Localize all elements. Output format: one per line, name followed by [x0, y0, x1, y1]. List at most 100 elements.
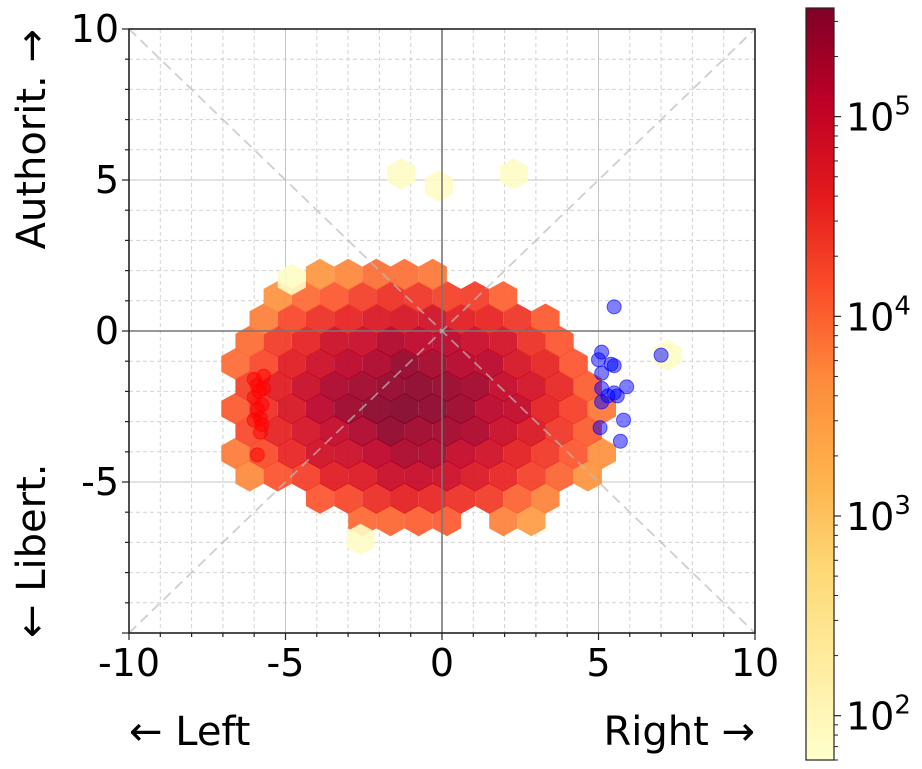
hexbin-cell — [291, 325, 320, 358]
hexbin-cell — [362, 258, 391, 291]
hexbin-cell — [263, 325, 292, 358]
hexbin-cell — [517, 325, 546, 358]
hexbin-cell — [475, 482, 504, 514]
hexbin-cell — [348, 325, 377, 358]
hexbin-cell — [305, 437, 335, 470]
red-point — [254, 397, 270, 413]
hexbin-cell — [517, 504, 546, 537]
hexbin-cell — [559, 437, 588, 470]
colorbar-ticks: 102 103 104 105 — [834, 20, 911, 761]
colorbar-tick-label: 102 — [846, 691, 911, 739]
diagonal-line-descending — [128, 28, 756, 634]
hexbin-cell — [503, 437, 532, 470]
hexbin-cell — [249, 303, 278, 335]
hexbin-cell — [432, 460, 461, 492]
hexbin-cell — [221, 393, 250, 425]
red-point — [256, 380, 272, 396]
hexbin-cell — [277, 348, 306, 380]
x-tick-label: -5 — [267, 641, 305, 685]
blue-point — [616, 412, 632, 428]
hexbin-cell — [404, 370, 433, 402]
hexbin-cell — [362, 437, 391, 470]
hexbin-cell — [503, 303, 532, 335]
hexbin-cell — [320, 415, 349, 447]
y-tick-label: 5 — [95, 158, 119, 202]
hexbin-cell — [418, 482, 447, 514]
hexbin-cell — [432, 370, 461, 402]
hexbin-cell — [489, 325, 518, 358]
hexbin-cell — [573, 370, 602, 402]
hexbin-cell — [221, 348, 250, 380]
blue-point — [592, 420, 608, 436]
red-point — [249, 447, 265, 463]
hexbin-cell — [320, 281, 349, 313]
hexbin-cell — [489, 504, 518, 537]
hexbin-cell — [348, 281, 377, 313]
hexbin-cell — [418, 348, 447, 380]
blue-point — [594, 365, 610, 381]
hexbin-cell — [559, 393, 588, 425]
hexbin-cell — [499, 158, 529, 190]
hexbin-cell — [461, 370, 490, 402]
hexbin-cell — [249, 348, 278, 380]
x-axis-label-right: Right → — [603, 709, 755, 755]
hexbin-cell — [277, 303, 306, 335]
hexbin-cell — [334, 303, 363, 335]
y-tick-label: -5 — [81, 460, 119, 504]
hexbin-cell — [517, 370, 546, 402]
x-tick-label: 0 — [430, 641, 454, 685]
hexbin-cell — [390, 303, 419, 335]
hexbin-cell — [334, 348, 363, 380]
hexbin-cell — [376, 460, 405, 492]
hexbin-cell — [334, 393, 363, 425]
hexbin-cell — [376, 415, 405, 447]
colorbar-tick-label: 104 — [846, 291, 911, 339]
hexbin-cell — [475, 348, 504, 380]
hexbin-cell — [305, 303, 335, 335]
hexbin-cell — [390, 258, 419, 291]
hexbin-cell — [503, 482, 532, 514]
x-tick-label: -10 — [98, 641, 160, 685]
hexbin-cell — [346, 523, 375, 556]
blue-point — [653, 347, 669, 363]
blue-point — [609, 388, 625, 404]
y-tick-label: 10 — [71, 7, 119, 51]
hexbin-cell — [390, 348, 419, 380]
hexbin-cell — [424, 170, 453, 202]
hexbin-cell — [489, 281, 518, 313]
hexbin-cell — [446, 437, 476, 470]
blue-point — [594, 344, 610, 360]
hexbin-cell — [461, 325, 490, 358]
blue-point — [594, 394, 610, 410]
axis-ticks — [122, 28, 756, 640]
hexbin-cell — [320, 325, 349, 358]
hexbin-cell — [334, 437, 363, 470]
hexbin-cell — [559, 348, 588, 380]
hexbin-cell — [404, 325, 433, 358]
hexbin-cell — [320, 370, 349, 402]
hexbin-cell — [418, 393, 447, 425]
hexbin-cell — [418, 258, 447, 291]
hexbin-cell — [531, 303, 560, 335]
hexbin-cell — [545, 370, 574, 402]
hexbin-cell — [531, 437, 560, 470]
hexbin-cell — [531, 393, 560, 425]
x-tick-label: 5 — [586, 641, 610, 685]
blue-point — [606, 358, 622, 374]
y-axis-label-bottom: ← Libert. — [9, 464, 55, 638]
colorbar-tick-label: 105 — [846, 92, 911, 140]
hexbin-cell — [305, 348, 335, 380]
hexbin-cell — [235, 325, 264, 358]
blue-point — [606, 299, 622, 315]
hexbin-cell — [348, 460, 377, 492]
hexbin-cell — [404, 281, 433, 313]
hexbin-cell — [432, 415, 461, 447]
hexbin-cell — [235, 460, 264, 492]
hexbin-cell — [446, 482, 476, 514]
hexbin-cell — [517, 460, 546, 492]
hexbin-cell — [489, 460, 518, 492]
hexbin-cell — [404, 415, 433, 447]
hexbin-cell — [404, 460, 433, 492]
hexbin-cell — [545, 460, 574, 492]
hexbin-cell — [475, 437, 504, 470]
